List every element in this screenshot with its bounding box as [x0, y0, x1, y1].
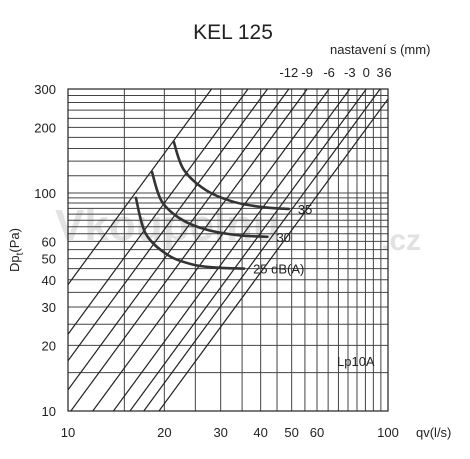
y-tick-label: 20	[42, 338, 56, 353]
x-tick-label: 20	[157, 425, 171, 440]
x-tick-label: 40	[253, 425, 267, 440]
setting-label: -3	[344, 65, 356, 80]
noise-curves: 25 dB(A) 30 35	[134, 140, 312, 277]
noise-series-label-text: Lp10A	[337, 354, 375, 369]
system-line	[68, 89, 268, 362]
setting-line-m12	[68, 89, 290, 391]
y-tick-label: 60	[42, 234, 56, 249]
setting-label: -9	[301, 65, 313, 80]
svg-text:Dpt(Pa): Dpt(Pa)	[7, 228, 26, 272]
x-axis-label: qv(l/s)	[416, 425, 451, 440]
setting-line-0	[129, 89, 367, 411]
setting-label: 3	[377, 65, 384, 80]
x-tick-label: 30	[213, 425, 227, 440]
setting-line-3	[143, 89, 381, 411]
x-tick-label: 50	[284, 425, 298, 440]
chart-title: KEL 125	[193, 21, 273, 44]
y-tick-label: 30	[42, 300, 56, 315]
plot-frame	[67, 88, 389, 412]
system-line	[68, 89, 249, 335]
setting-label: 6	[384, 65, 391, 80]
noise-curve-label: 35	[298, 202, 312, 217]
setting-label: -12	[279, 65, 298, 80]
y-tick-label: 200	[34, 120, 56, 135]
y-tick-label: 300	[34, 82, 56, 97]
setting-line-m6	[92, 89, 330, 411]
x-tick-label: 60	[310, 425, 324, 440]
tick-labels: -12 -9 -6 -3 0 3 6 10 20 30 40 50 60 100 10 20 30 40 50 60 1…	[34, 65, 399, 440]
system-line	[68, 89, 213, 285]
watermark: Vkoupelnu .cz	[55, 201, 421, 257]
noise-curve-label: 30	[276, 230, 290, 245]
y-tick-label: 10	[42, 404, 56, 419]
setting-line-m9	[70, 89, 308, 411]
y-tick-label: 50	[42, 252, 56, 267]
y-axis-label: Dpt(Pa)	[7, 228, 26, 272]
x-tick-label: 100	[377, 425, 399, 440]
x-tick-label: 10	[61, 425, 75, 440]
setting-line-m3	[112, 89, 351, 411]
setting-label: 0	[363, 65, 370, 80]
setting-line-6	[158, 98, 388, 411]
setting-lines	[68, 89, 388, 411]
noise-curve-label: 25 dB(A)	[253, 262, 304, 277]
noise-series-label: Lp10A	[337, 354, 375, 369]
setting-label: -6	[323, 65, 335, 80]
y-axis-label-main: Dp	[7, 255, 22, 272]
watermark-suffix: .cz	[381, 224, 421, 257]
top-axis-label: nastavení s (mm)	[330, 42, 430, 57]
noise-curve	[134, 196, 246, 270]
y-axis-label-unit: (Pa)	[7, 228, 22, 253]
noise-curve	[150, 170, 269, 239]
noise-curve	[172, 140, 291, 211]
y-axis-label-sub: t	[15, 252, 26, 255]
y-tick-label: 100	[34, 186, 56, 201]
y-tick-label: 40	[42, 273, 56, 288]
